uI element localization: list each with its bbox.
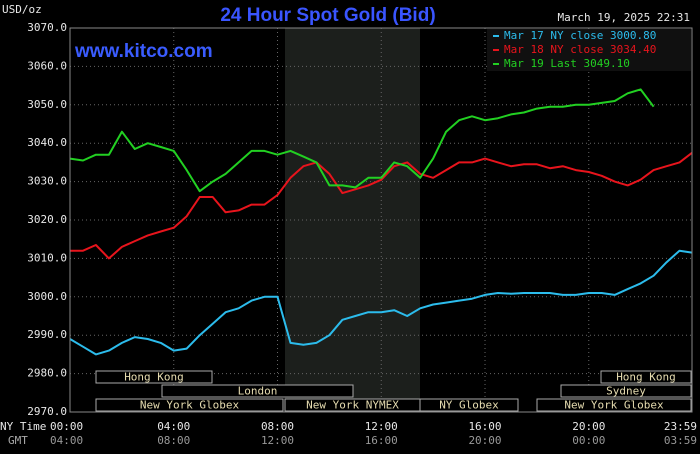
- session-label: New York Globex: [564, 399, 664, 412]
- x-tick-label: 08:00: [261, 420, 294, 433]
- x2-tick-label: 16:00: [365, 434, 398, 447]
- timestamp: March 19, 2025 22:31: [558, 11, 690, 24]
- subtitle: www.kitco.com: [74, 41, 213, 62]
- nymex-shade: [285, 28, 420, 412]
- y-tick-label: 3040.0: [27, 136, 67, 149]
- x2-tick-label: 12:00: [261, 434, 294, 447]
- x2-tick-label: 04:00: [50, 434, 83, 447]
- y-tick-label: 3020.0: [27, 213, 67, 226]
- y-tick-label: 2980.0: [27, 367, 67, 380]
- x-axis-label: NY Time: [0, 420, 46, 433]
- x2-tick-label: 00:00: [572, 434, 605, 447]
- session-box: [95, 398, 284, 412]
- x-tick-label: 04:00: [157, 420, 190, 433]
- session-box: [95, 370, 213, 384]
- x-tick-label: 20:00: [572, 420, 605, 433]
- legend-entry: Mar 18 NY close 3034.40: [504, 43, 656, 56]
- lines: [69, 88, 693, 356]
- x-tick-label: 23:59: [664, 420, 697, 433]
- y-tick-label: 3070.0: [27, 21, 67, 34]
- series-line: [69, 88, 655, 193]
- legend-swatch: [493, 63, 499, 65]
- session-box: [161, 384, 354, 398]
- x2-tick-label: 08:00: [157, 434, 190, 447]
- y-tick-label: 2970.0: [27, 405, 67, 418]
- plot-border: [69, 27, 693, 413]
- x-tick-label: 16:00: [468, 420, 501, 433]
- legend-entry: Mar 17 NY close 3000.80: [504, 29, 656, 42]
- session-box: [419, 398, 519, 412]
- x2-tick-label: 03:59: [664, 434, 697, 447]
- y-tick-label: 2990.0: [27, 328, 67, 341]
- session-label: Hong Kong: [616, 371, 676, 384]
- y-tick-label: 3050.0: [27, 98, 67, 111]
- x-tick-label: 12:00: [365, 420, 398, 433]
- session-label: NY Globex: [439, 399, 499, 412]
- x2-tick-label: 20:00: [468, 434, 501, 447]
- chart-title: 24 Hour Spot Gold (Bid): [220, 5, 435, 26]
- session-box: [600, 370, 692, 384]
- series-line: [69, 249, 693, 356]
- y-tick-label: 3000.0: [27, 290, 67, 303]
- session-label: Sydney: [606, 385, 646, 398]
- series-line: [70, 152, 693, 260]
- y-tick-label: 3010.0: [27, 251, 67, 264]
- session-label: New York NYMEX: [306, 399, 399, 412]
- session-box: [560, 384, 692, 398]
- legend-swatch: [493, 49, 499, 51]
- session-label: London: [238, 385, 278, 398]
- x-tick-label: 00:00: [50, 420, 83, 433]
- session-box: [536, 398, 692, 412]
- x2-axis-label: GMT: [8, 434, 28, 447]
- y-tick-label: 3060.0: [27, 59, 67, 72]
- y-tick-label: 3030.0: [27, 175, 67, 188]
- y-axis-label: USD/oz: [2, 3, 42, 16]
- session-label: New York Globex: [140, 399, 240, 412]
- legend-box: [487, 29, 691, 71]
- legend-entry: Mar 19 Last 3049.10: [504, 57, 630, 70]
- session-label: Hong Kong: [124, 371, 184, 384]
- legend-swatch: [493, 35, 499, 37]
